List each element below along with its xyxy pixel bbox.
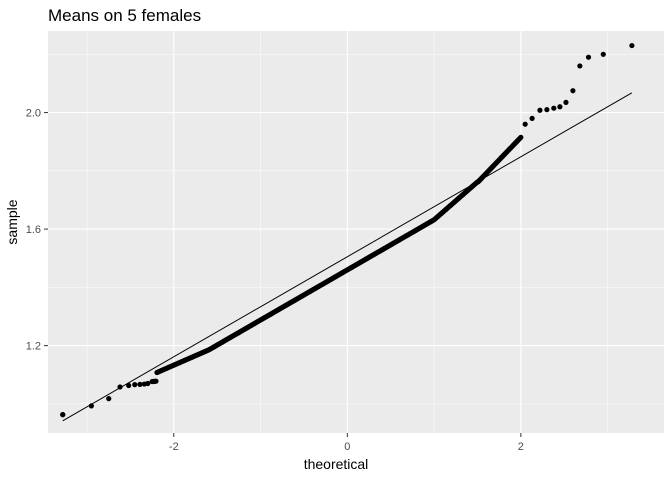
data-point xyxy=(577,63,583,69)
data-point xyxy=(132,382,138,388)
y-tick-label: 2.0 xyxy=(26,108,41,120)
data-point xyxy=(145,380,151,387)
data-point xyxy=(629,42,635,49)
data-point xyxy=(153,378,159,384)
x-tick-label: 0 xyxy=(344,441,350,453)
data-point xyxy=(551,105,557,111)
data-point xyxy=(563,99,569,105)
data-point xyxy=(529,115,535,121)
data-point xyxy=(60,412,66,418)
reference-line xyxy=(62,92,633,422)
data-point xyxy=(106,396,112,402)
y-tick-label: 1.2 xyxy=(26,341,41,353)
data-point xyxy=(88,403,94,409)
data-point xyxy=(537,107,543,113)
data-point xyxy=(137,381,143,387)
x-tick-label: 2 xyxy=(518,441,524,453)
plot-title: Means on 5 females xyxy=(48,6,202,25)
data-points xyxy=(60,42,635,418)
y-tick-label: 1.6 xyxy=(26,224,41,236)
data-point xyxy=(570,88,576,94)
plot-panel xyxy=(48,31,664,433)
data-point xyxy=(585,54,592,60)
x-axis-ticks: -2 0 2 xyxy=(169,433,524,453)
minor-gridlines xyxy=(48,31,664,433)
y-axis-ticks: 1.2 1.6 2.0 xyxy=(26,108,48,353)
data-point xyxy=(126,382,132,389)
data-point xyxy=(518,134,524,140)
data-point xyxy=(544,107,550,113)
data-point xyxy=(117,384,123,390)
data-point xyxy=(557,104,563,110)
x-tick-label: -2 xyxy=(169,441,179,453)
y-axis-label: sample xyxy=(4,199,20,245)
x-axis-label: theoretical xyxy=(303,456,369,472)
data-point xyxy=(600,51,606,57)
data-point xyxy=(522,121,528,127)
